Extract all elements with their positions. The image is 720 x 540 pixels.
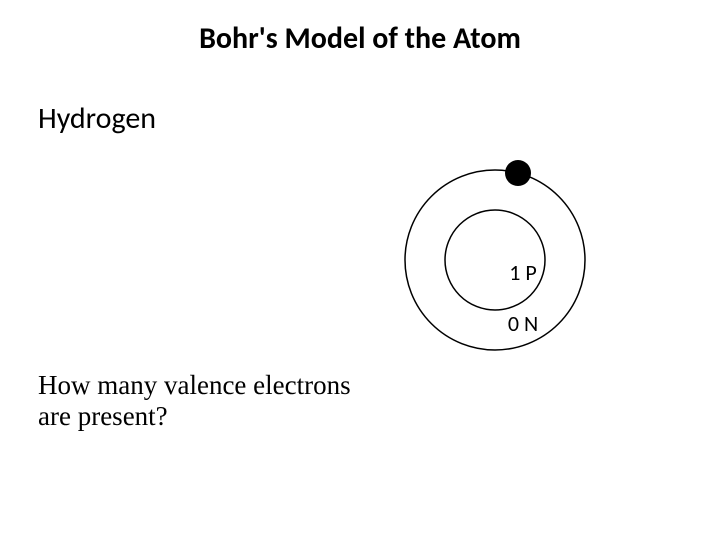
bohr-diagram: 1 P 0 N [390, 155, 600, 365]
nucleus-neutrons: 0 N [508, 310, 538, 337]
page-title: Bohr's Model of the Atom [0, 20, 720, 57]
nucleus-protons: 1 P [509, 259, 537, 286]
slide: Bohr's Model of the Atom Hydrogen 1 P 0 … [0, 0, 720, 540]
question-text: How many valence electrons are present? [38, 370, 351, 432]
element-label: Hydrogen [38, 100, 156, 137]
nucleus-label: 1 P 0 N [478, 235, 538, 361]
question-line1: How many valence electrons [38, 370, 351, 400]
question-line2: are present? [38, 401, 168, 431]
electron [505, 160, 531, 186]
